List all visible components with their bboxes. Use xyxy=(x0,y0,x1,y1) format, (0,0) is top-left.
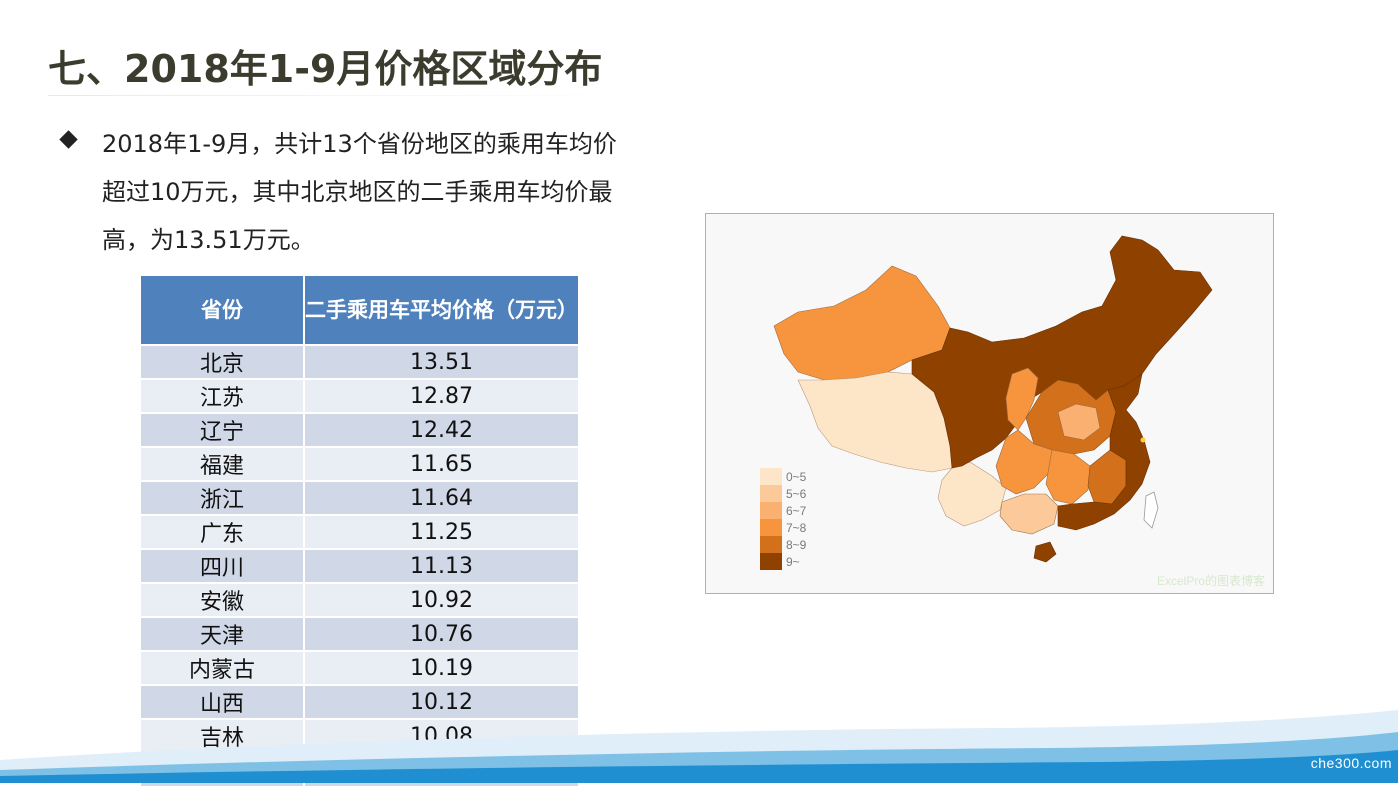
cell-price: 11.64 xyxy=(303,480,580,516)
map-region-north-dark xyxy=(911,235,1213,469)
cell-price: 12.87 xyxy=(303,378,580,414)
header-price: 二手乘用车平均价格（万元） xyxy=(303,274,580,346)
legend-swatch xyxy=(760,502,782,519)
diamond-bullet-icon xyxy=(59,130,78,149)
legend-item: 6~7 xyxy=(760,502,806,519)
china-price-map: 0~5 5~6 6~7 7~8 8~9 9~ ExcelPro的图表博客 xyxy=(705,213,1274,594)
map-region-hunan xyxy=(1045,449,1091,505)
legend-label: 6~7 xyxy=(786,503,807,518)
cell-price: 13.51 xyxy=(303,344,580,380)
legend-swatch xyxy=(760,553,782,570)
footer-logo: che300.com xyxy=(1310,755,1392,771)
legend-item: 5~6 xyxy=(760,485,806,502)
footer-wave-decoration xyxy=(0,710,1398,783)
cell-price: 11.25 xyxy=(303,514,580,550)
cell-province: 山西 xyxy=(139,684,305,720)
map-region-taiwan xyxy=(1143,491,1159,529)
cell-province: 辽宁 xyxy=(139,412,305,448)
legend-label: 5~6 xyxy=(786,486,807,501)
map-region-guangxi xyxy=(999,493,1059,535)
legend-item: 8~9 xyxy=(760,536,806,553)
table-row: 北京 13.51 xyxy=(139,344,580,380)
legend-item: 0~5 xyxy=(760,468,806,485)
bullet-paragraph: 2018年1-9月，共计13个省份地区的乘用车均价超过10万元，其中北京地区的二… xyxy=(59,120,632,264)
legend-label: 7~8 xyxy=(786,520,807,535)
legend-swatch xyxy=(760,536,782,553)
map-region-yunnan xyxy=(937,461,1007,527)
table-row: 辽宁 12.42 xyxy=(139,412,580,448)
map-legend: 0~5 5~6 6~7 7~8 8~9 9~ xyxy=(760,468,806,570)
legend-swatch xyxy=(760,519,782,536)
map-region-henan xyxy=(1057,403,1101,441)
table-header-row: 省份 二手乘用车平均价格（万元） xyxy=(139,274,580,346)
table-row: 安徽 10.92 xyxy=(139,582,580,618)
cell-price: 12.42 xyxy=(303,412,580,448)
slide-title: 七、2018年1-9月价格区域分布 xyxy=(48,47,603,91)
title-divider xyxy=(48,95,628,96)
table-row: 浙江 11.64 xyxy=(139,480,580,516)
map-region-shanghai xyxy=(1140,437,1146,443)
cell-price: 10.92 xyxy=(303,582,580,618)
cell-province: 安徽 xyxy=(139,582,305,618)
map-watermark: ExcelPro的图表博客 xyxy=(1156,574,1265,588)
table-row: 内蒙古 10.19 xyxy=(139,650,580,686)
legend-item: 7~8 xyxy=(760,519,806,536)
map-region-east-coast xyxy=(1057,373,1151,531)
legend-swatch xyxy=(760,485,782,502)
table-row: 山西 10.12 xyxy=(139,684,580,720)
cell-province: 浙江 xyxy=(139,480,305,516)
bullet-text: 2018年1-9月，共计13个省份地区的乘用车均价超过10万元，其中北京地区的二… xyxy=(102,130,617,254)
cell-price: 11.65 xyxy=(303,446,580,482)
legend-label: 0~5 xyxy=(786,469,807,484)
cell-price: 10.19 xyxy=(303,650,580,686)
legend-item: 9~ xyxy=(760,553,806,570)
table-row: 福建 11.65 xyxy=(139,446,580,482)
cell-price: 11.13 xyxy=(303,548,580,584)
table-row: 天津 10.76 xyxy=(139,616,580,652)
cell-price: 10.76 xyxy=(303,616,580,652)
cell-province: 天津 xyxy=(139,616,305,652)
map-region-hainan xyxy=(1033,541,1057,563)
table-row: 江苏 12.87 xyxy=(139,378,580,414)
map-svg xyxy=(773,235,1213,563)
map-region-guizhou xyxy=(995,429,1053,495)
cell-province: 广东 xyxy=(139,514,305,550)
table-row: 四川 11.13 xyxy=(139,548,580,584)
header-province: 省份 xyxy=(139,274,305,346)
cell-province: 四川 xyxy=(139,548,305,584)
table-row: 广东 11.25 xyxy=(139,514,580,550)
cell-province: 福建 xyxy=(139,446,305,482)
legend-label: 9~ xyxy=(786,554,800,569)
legend-label: 8~9 xyxy=(786,537,807,552)
cell-province: 北京 xyxy=(139,344,305,380)
cell-price: 10.12 xyxy=(303,684,580,720)
cell-province: 江苏 xyxy=(139,378,305,414)
cell-province: 内蒙古 xyxy=(139,650,305,686)
legend-swatch xyxy=(760,468,782,485)
